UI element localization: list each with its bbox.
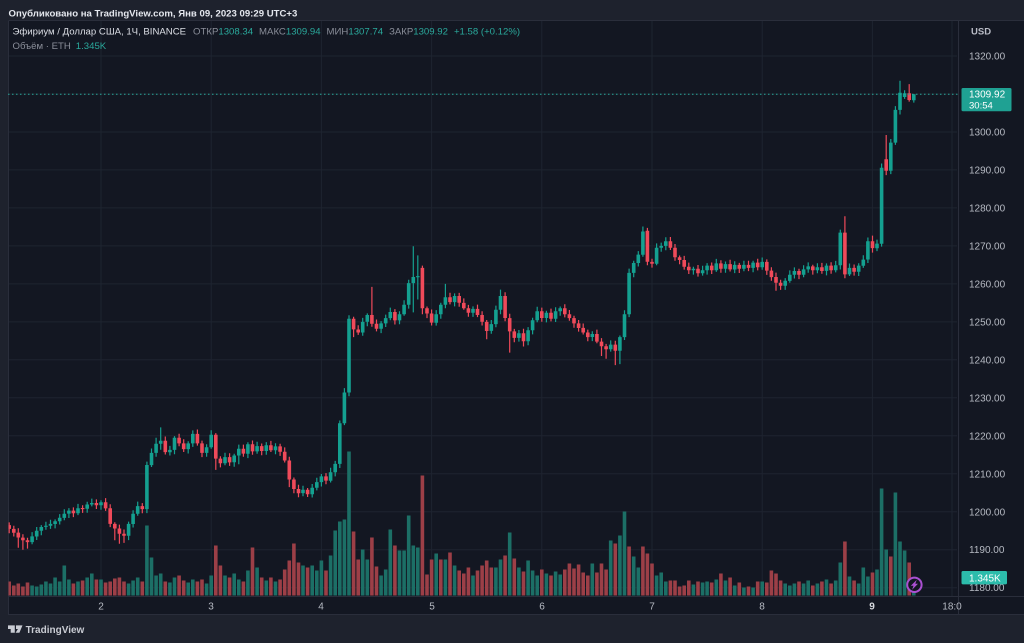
- svg-text:1250.00: 1250.00: [969, 317, 1006, 328]
- svg-text:6: 6: [539, 602, 545, 613]
- svg-text:1230.00: 1230.00: [969, 393, 1006, 404]
- svg-text:1270.00: 1270.00: [969, 241, 1006, 252]
- svg-text:1190.00: 1190.00: [969, 545, 1005, 556]
- svg-text:1.345K: 1.345K: [969, 574, 1001, 585]
- svg-text:1260.00: 1260.00: [969, 279, 1006, 290]
- svg-text:1220.00: 1220.00: [969, 431, 1006, 442]
- svg-text:2: 2: [98, 602, 104, 613]
- svg-text:4: 4: [318, 602, 324, 613]
- svg-text:1210.00: 1210.00: [969, 469, 1006, 480]
- svg-text:1320.00: 1320.00: [969, 52, 1006, 63]
- svg-text:7: 7: [649, 602, 655, 613]
- svg-text:18:0: 18:0: [942, 602, 962, 613]
- svg-text:Эфириум / Доллар США, 1Ч, BINA: Эфириум / Доллар США, 1Ч, BINANCE ОТКР130…: [13, 27, 521, 38]
- svg-text:1180.00: 1180.00: [969, 583, 1005, 594]
- svg-text:9: 9: [869, 602, 875, 613]
- svg-text:USD: USD: [971, 27, 991, 38]
- svg-text:TradingView: TradingView: [26, 625, 85, 636]
- svg-text:30:54: 30:54: [969, 100, 993, 111]
- svg-text:1240.00: 1240.00: [969, 355, 1006, 366]
- svg-text:5: 5: [429, 602, 435, 613]
- svg-text:3: 3: [208, 602, 214, 613]
- svg-text:1309.92: 1309.92: [969, 90, 1006, 101]
- svg-text:1280.00: 1280.00: [969, 203, 1006, 214]
- svg-text:8: 8: [759, 602, 765, 613]
- svg-text:1200.00: 1200.00: [969, 507, 1006, 518]
- svg-text:1300.00: 1300.00: [969, 128, 1006, 139]
- svg-text:1290.00: 1290.00: [969, 165, 1006, 176]
- svg-text:Опубликовано на TradingView.co: Опубликовано на TradingView.com, Янв 09,…: [9, 8, 298, 19]
